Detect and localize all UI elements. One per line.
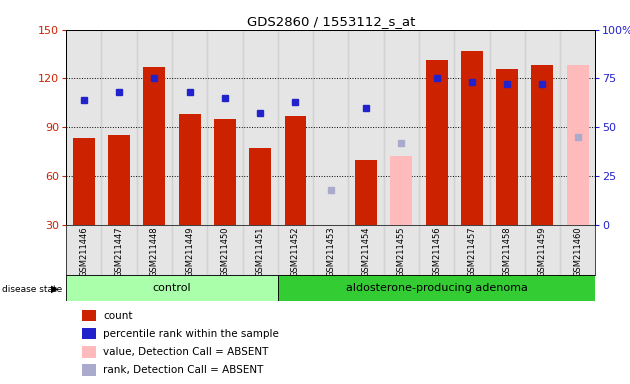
- Text: GSM211453: GSM211453: [326, 226, 335, 277]
- Bar: [313, 30, 348, 225]
- Bar: [355, 160, 377, 225]
- Bar: [179, 114, 200, 225]
- Text: GSM211450: GSM211450: [220, 226, 229, 276]
- Text: GSM211446: GSM211446: [79, 226, 88, 277]
- Bar: [384, 30, 419, 225]
- Bar: [560, 30, 595, 225]
- Bar: [567, 65, 588, 225]
- Bar: [461, 51, 483, 225]
- Bar: [454, 225, 490, 275]
- Title: GDS2860 / 1553112_s_at: GDS2860 / 1553112_s_at: [246, 15, 415, 28]
- Bar: [454, 30, 490, 225]
- Text: GSM211454: GSM211454: [362, 226, 370, 276]
- Text: GSM211460: GSM211460: [573, 226, 582, 277]
- Bar: [278, 30, 313, 225]
- Bar: [490, 225, 525, 275]
- Bar: [419, 225, 454, 275]
- Text: ▶: ▶: [51, 284, 59, 294]
- Text: GSM211451: GSM211451: [256, 226, 265, 276]
- Text: GSM211447: GSM211447: [115, 226, 123, 277]
- Bar: [137, 30, 172, 225]
- Text: count: count: [103, 311, 133, 321]
- Text: GSM211457: GSM211457: [467, 226, 476, 277]
- Bar: [108, 135, 130, 225]
- Bar: [532, 65, 553, 225]
- Bar: [243, 225, 278, 275]
- Bar: [66, 225, 101, 275]
- Bar: [560, 225, 595, 275]
- Text: GSM211452: GSM211452: [291, 226, 300, 276]
- Bar: [496, 69, 518, 225]
- Bar: [144, 67, 165, 225]
- Text: GSM211456: GSM211456: [432, 226, 441, 277]
- Bar: [384, 225, 419, 275]
- Text: GSM211455: GSM211455: [397, 226, 406, 276]
- Text: GSM211459: GSM211459: [538, 226, 547, 276]
- Bar: [207, 30, 243, 225]
- Bar: [101, 225, 137, 275]
- Bar: [101, 30, 137, 225]
- Bar: [285, 116, 306, 225]
- Bar: [137, 225, 172, 275]
- Text: GSM211448: GSM211448: [150, 226, 159, 277]
- Bar: [313, 225, 348, 275]
- Bar: [348, 225, 384, 275]
- Bar: [249, 148, 271, 225]
- Text: GSM211458: GSM211458: [503, 226, 512, 277]
- Text: percentile rank within the sample: percentile rank within the sample: [103, 329, 279, 339]
- Bar: [207, 225, 243, 275]
- Text: rank, Detection Call = ABSENT: rank, Detection Call = ABSENT: [103, 365, 264, 375]
- FancyBboxPatch shape: [278, 275, 595, 301]
- Bar: [278, 225, 313, 275]
- Bar: [490, 30, 525, 225]
- Bar: [419, 30, 454, 225]
- Text: control: control: [152, 283, 192, 293]
- Bar: [525, 30, 560, 225]
- FancyBboxPatch shape: [66, 275, 278, 301]
- Bar: [243, 30, 278, 225]
- Bar: [525, 225, 560, 275]
- Bar: [73, 139, 94, 225]
- Text: aldosterone-producing adenoma: aldosterone-producing adenoma: [346, 283, 527, 293]
- Bar: [391, 156, 412, 225]
- Bar: [214, 119, 236, 225]
- Bar: [66, 30, 101, 225]
- Bar: [172, 225, 207, 275]
- Bar: [348, 30, 384, 225]
- Text: disease state: disease state: [2, 285, 62, 294]
- Text: value, Detection Call = ABSENT: value, Detection Call = ABSENT: [103, 347, 268, 357]
- Bar: [426, 60, 447, 225]
- Text: GSM211449: GSM211449: [185, 226, 194, 276]
- Bar: [172, 30, 207, 225]
